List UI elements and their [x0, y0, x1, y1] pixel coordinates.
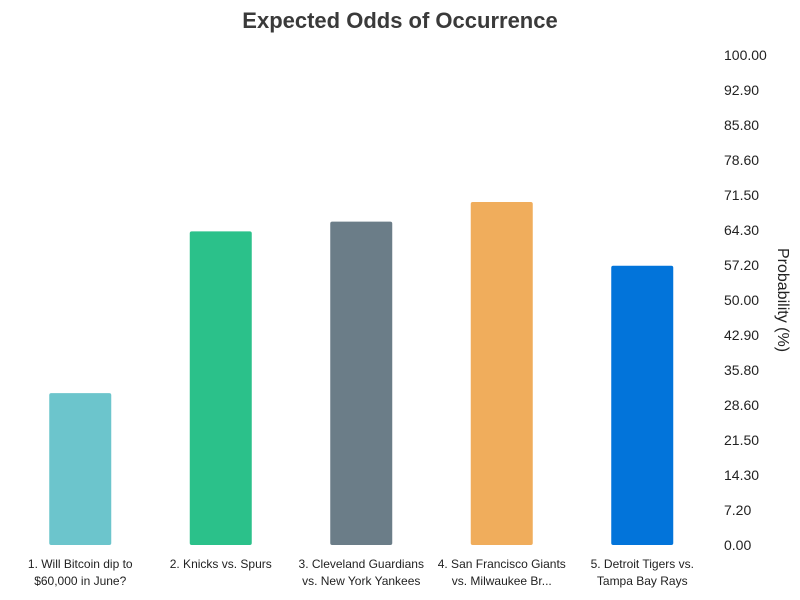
x-category-label: 5. Detroit Tigers vs.: [591, 557, 694, 571]
x-category-label: 1. Will Bitcoin dip to: [28, 557, 133, 571]
y-tick-label: 7.20: [724, 502, 751, 518]
x-category-label: vs. New York Yankees: [302, 574, 420, 588]
chart-title: Expected Odds of Occurrence: [242, 8, 558, 33]
y-axis-title: Probability (%): [774, 248, 791, 352]
y-tick-label: 42.90: [724, 327, 759, 343]
y-tick-label: 78.60: [724, 152, 759, 168]
x-category-label: vs. Milwaukee Br...: [452, 574, 552, 588]
y-tick-label: 100.00: [724, 47, 767, 63]
bar[interactable]: [470, 202, 533, 545]
x-category-label: 4. San Francisco Giants: [438, 557, 566, 571]
y-tick-label: 0.00: [724, 537, 751, 553]
y-tick-label: 50.00: [724, 292, 759, 308]
y-tick-label: 35.80: [724, 362, 759, 378]
x-category-label: Tampa Bay Rays: [597, 574, 688, 588]
y-tick-label: 14.30: [724, 467, 759, 483]
y-tick-label: 92.90: [724, 82, 759, 98]
y-axis-ticks: 0.00 7.20 14.30 21.50 28.60 35.80 42.90 50.00 57…: [724, 47, 767, 553]
x-category-label: $60,000 in June?: [34, 574, 126, 588]
y-tick-label: 21.50: [724, 432, 759, 448]
x-axis-labels: 1. Will Bitcoin dip to $60,000 in June? 2.…: [28, 557, 694, 588]
x-category-label: 3. Cleveland Guardians: [299, 557, 424, 571]
bar[interactable]: [49, 393, 112, 545]
bars-group: [49, 202, 674, 545]
y-tick-label: 28.60: [724, 397, 759, 413]
y-tick-label: 57.20: [724, 257, 759, 273]
y-tick-label: 64.30: [724, 222, 759, 238]
bar[interactable]: [611, 265, 674, 545]
y-tick-label: 71.50: [724, 187, 759, 203]
bar[interactable]: [330, 221, 393, 545]
bar[interactable]: [189, 231, 252, 545]
x-category-label: 2. Knicks vs. Spurs: [170, 557, 272, 571]
y-tick-label: 85.80: [724, 117, 759, 133]
